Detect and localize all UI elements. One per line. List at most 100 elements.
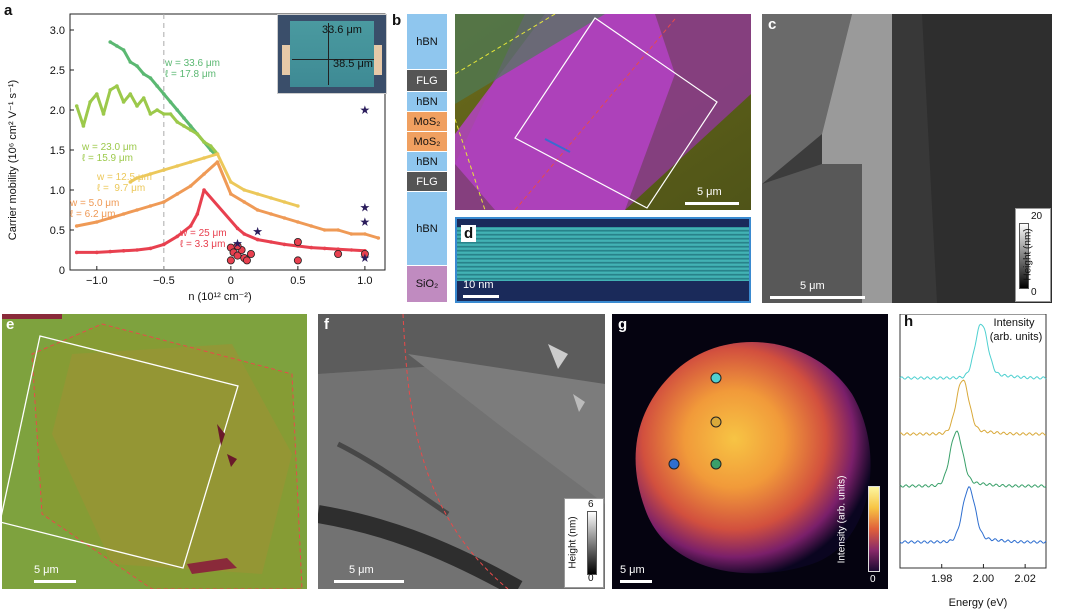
series-point xyxy=(128,180,133,184)
data-point-circle xyxy=(293,237,302,246)
marker-blue xyxy=(668,458,680,470)
colorbar-c-title: Height (nm) xyxy=(1022,228,1034,281)
series-point xyxy=(81,124,86,128)
afm-image-f: f 5 μm 6 0 Height (nm) xyxy=(318,314,605,589)
series-point xyxy=(108,88,113,92)
y-tick-label: 2.0 xyxy=(50,105,65,117)
x-tick-label: −1.0 xyxy=(86,275,108,287)
optical-image-b: 5 μm xyxy=(455,14,751,210)
series-point xyxy=(255,192,260,196)
marker-green xyxy=(710,458,722,470)
data-point-star: ★ xyxy=(360,251,371,265)
h-x-tick-label: 2.00 xyxy=(973,573,994,585)
series-point xyxy=(188,128,193,132)
inset-width-label: 33.6 μm xyxy=(322,24,362,36)
series-point xyxy=(175,164,180,168)
series-point xyxy=(269,196,273,200)
series-point xyxy=(121,48,126,52)
data-point-star: ★ xyxy=(360,201,371,215)
annotation-width: w = 5.0 μm xyxy=(69,198,119,209)
x-tick-label: 0 xyxy=(228,275,234,287)
marker-cyan xyxy=(710,372,722,384)
stack-layer: SiO₂ xyxy=(407,266,447,303)
stack-layer: hBN xyxy=(407,152,447,172)
series-point xyxy=(128,92,133,96)
series-point xyxy=(135,104,139,108)
spectrum-line xyxy=(899,379,1047,436)
stack-layer: hBN xyxy=(407,14,447,70)
series-point xyxy=(95,250,99,255)
inset-length-label: 38.5 μm xyxy=(333,58,373,70)
pl-map-g: g 5 μm 0 Intensity (arb. units) xyxy=(612,314,888,589)
data-point-star: ★ xyxy=(360,103,371,117)
series-point xyxy=(108,249,113,254)
mobility-chart: −1.0 −0.5 0 0.5 1.000.51.01.52.02.53.0 ★★★★★… xyxy=(7,13,386,303)
series-point xyxy=(322,228,327,232)
data-point-star: ★ xyxy=(232,237,243,251)
x-tick-label: −0.5 xyxy=(153,275,175,287)
series-point xyxy=(309,224,314,228)
series-point xyxy=(135,208,139,212)
series-point xyxy=(282,200,287,204)
colorbar-f-title: Height (nm) xyxy=(567,516,579,569)
series-point xyxy=(74,104,79,108)
panel-a-label: a xyxy=(4,2,13,19)
series-point xyxy=(322,246,327,251)
layer-stack: hBN FLG hBN MoS₂ MoS₂ hBN FLG hBN SiO₂ xyxy=(407,14,447,303)
series-point xyxy=(282,242,287,247)
colorbar-g-min: 0 xyxy=(870,574,876,585)
series-point xyxy=(242,188,247,192)
data-point-circle xyxy=(246,249,255,258)
series-point xyxy=(296,220,300,224)
colorbar-f: 6 0 Height (nm) xyxy=(564,498,604,588)
series-point xyxy=(115,84,119,88)
colorbar-c: 20 0 Height (nm) xyxy=(1015,208,1051,302)
series-point xyxy=(188,124,193,128)
series-point xyxy=(376,236,381,240)
panel-h-label: h xyxy=(904,313,914,330)
series-point xyxy=(188,160,193,164)
colorbar-g-title: Intensity (arb. units) xyxy=(836,475,848,564)
data-point-star: ★ xyxy=(360,215,371,229)
x-axis-label: n (10¹² cm⁻²) xyxy=(188,291,251,303)
series-point xyxy=(74,250,79,255)
series-point xyxy=(242,232,247,236)
data-point-circle xyxy=(334,249,343,258)
series-point xyxy=(168,112,173,116)
data-point-circle xyxy=(360,249,369,258)
series-point xyxy=(168,100,173,104)
series-point xyxy=(202,172,206,176)
series-line xyxy=(129,152,299,208)
series-point xyxy=(235,226,240,231)
series-point xyxy=(135,176,139,180)
series-point xyxy=(108,216,113,220)
annotation-width: w = 12.5 μm xyxy=(96,172,152,183)
series-point xyxy=(336,247,340,251)
series-point xyxy=(121,212,126,216)
h-x-tick-label: 1.98 xyxy=(931,573,952,585)
colorbar-g xyxy=(868,486,880,572)
series-point xyxy=(115,44,119,48)
panel-e-label: e xyxy=(6,316,15,333)
annotation-length: ℓ = 6.2 μm xyxy=(70,209,115,220)
series-point xyxy=(202,188,206,192)
colorbar-f-min: 0 xyxy=(588,573,594,584)
colorbar-f-max: 6 xyxy=(588,499,594,510)
h-xlabel: Energy (eV) xyxy=(949,597,1008,609)
stack-layer: MoS₂ xyxy=(407,132,447,152)
h-x-tick-label: 2.02 xyxy=(1014,573,1035,585)
device-inset-image: 33.6 μm 38.5 μm xyxy=(277,14,387,94)
series-point xyxy=(155,84,159,88)
series-point xyxy=(255,208,260,212)
y-tick-label: 0.5 xyxy=(50,225,65,237)
x-tick-label: 0.5 xyxy=(290,275,305,287)
spectrum-line xyxy=(899,430,1047,488)
series-point xyxy=(95,92,99,96)
stack-layer: hBN xyxy=(407,192,447,266)
series-point xyxy=(336,228,340,232)
annotation-width: w = 33.6 μm xyxy=(164,58,220,69)
panel-c-label: c xyxy=(768,16,777,33)
spectrum-line xyxy=(899,486,1047,544)
series-point xyxy=(141,72,146,76)
series-point xyxy=(363,232,367,236)
